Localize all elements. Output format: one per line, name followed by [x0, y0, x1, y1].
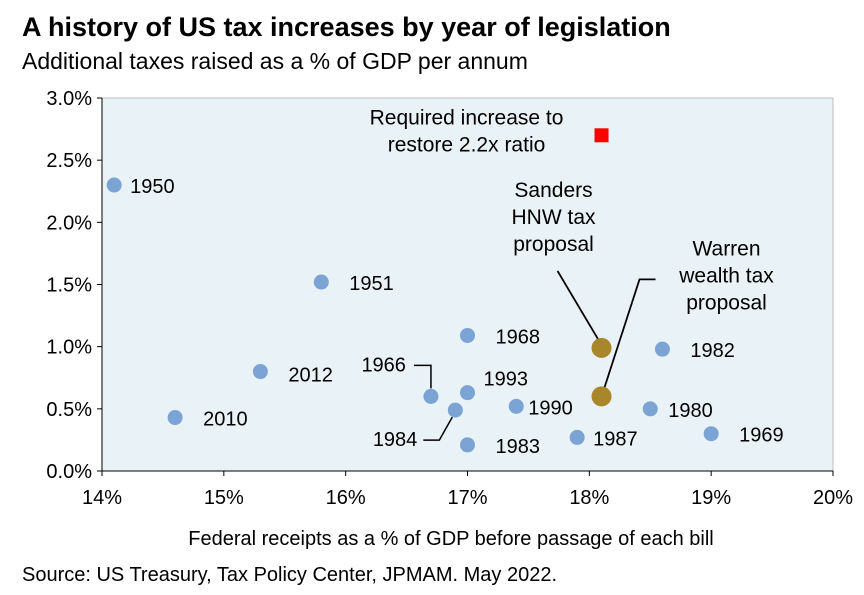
annotation-warren-line-1: Warren	[692, 237, 760, 260]
data-label-1984: 1984	[373, 429, 418, 451]
plot-area	[101, 97, 834, 472]
y-tick-label: 0.0%	[46, 461, 92, 483]
x-tick-label: 18%	[569, 487, 609, 509]
x-tick-label: 17%	[447, 487, 487, 509]
annotation-required-increase-line-2: restore 2.2x ratio	[388, 133, 546, 156]
data-point-sanders	[591, 337, 612, 358]
label-leader-1984	[423, 416, 453, 441]
source-note: Source: US Treasury, Tax Policy Center, …	[22, 564, 558, 586]
data-point-1990	[508, 398, 524, 414]
data-point-1950	[106, 177, 122, 193]
y-tick-label: 1.0%	[46, 337, 92, 359]
y-tick-label: 1.5%	[46, 275, 92, 297]
data-point-1987	[569, 429, 585, 445]
data-label-1982: 1982	[690, 340, 735, 362]
data-point-1969	[703, 426, 719, 442]
data-label-1968: 1968	[496, 326, 541, 348]
data-label-1990: 1990	[528, 397, 573, 419]
data-label-1951: 1951	[349, 273, 394, 295]
data-point-1951	[313, 274, 329, 290]
data-label-1993: 1993	[484, 369, 529, 391]
x-tick-label: 16%	[326, 487, 366, 509]
annotation-required-increase-line-1: Required increase to	[370, 106, 564, 129]
data-point-2012	[252, 364, 268, 380]
data-point-1983	[460, 437, 475, 453]
annotation-sanders-line-3: proposal	[513, 233, 594, 256]
data-label-1980: 1980	[668, 400, 713, 422]
chart-subtitle: Additional taxes raised as a % of GDP pe…	[22, 48, 528, 74]
x-tick-label: 19%	[691, 487, 731, 509]
data-label-1966: 1966	[361, 354, 406, 376]
y-tick-label: 3.0%	[46, 88, 92, 110]
data-point-1966	[423, 388, 439, 404]
label-leader-1966	[413, 364, 432, 389]
data-label-1987: 1987	[593, 428, 638, 450]
x-tick-label: 15%	[204, 487, 244, 509]
data-point-1982	[654, 341, 670, 357]
data-label-2010: 2010	[203, 409, 248, 431]
data-point-2010	[167, 410, 183, 426]
data-label-2012: 2012	[288, 365, 333, 387]
data-point-required-increase	[594, 128, 609, 143]
y-tick-label: 2.5%	[46, 150, 92, 172]
x-tick-label: 20%	[813, 487, 853, 509]
warren-leader-line	[603, 278, 656, 388]
data-point-1980	[642, 401, 658, 417]
chart-title: A history of US tax increases by year of…	[22, 12, 671, 42]
annotation-sanders-line-1: Sanders	[514, 179, 592, 202]
y-tick-label: 0.5%	[46, 399, 92, 421]
y-tick-label: 2.0%	[46, 212, 92, 234]
x-axis-label: Federal receipts as a % of GDP before pa…	[188, 528, 714, 550]
annotation-sanders-line-2: HNW tax	[512, 206, 597, 229]
data-label-1950: 1950	[130, 176, 175, 198]
data-point-1984	[447, 402, 463, 418]
annotation-warren-line-2: wealth tax	[678, 264, 774, 287]
annotation-warren-line-3: proposal	[686, 291, 767, 314]
data-point-warren	[591, 386, 612, 407]
x-tick-label: 14%	[82, 487, 122, 509]
data-label-1983: 1983	[496, 436, 541, 458]
sanders-leader-line	[556, 270, 600, 341]
data-point-1968	[460, 327, 475, 343]
data-point-1993	[460, 385, 475, 401]
data-label-1969: 1969	[739, 425, 784, 447]
